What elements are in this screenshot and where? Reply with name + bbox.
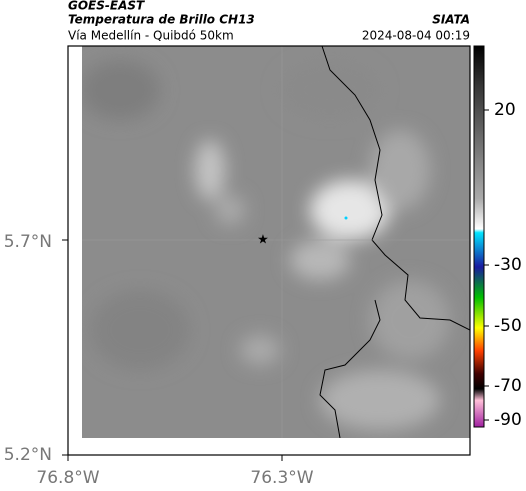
border xyxy=(321,46,470,331)
lat-label: 5.7°N xyxy=(4,232,52,252)
colorbar-ticks: 20 -30 -50 -70 -90 xyxy=(484,100,522,430)
agency: SIATA xyxy=(432,13,470,27)
product-title: Temperatura de Brillo CH13 xyxy=(68,13,255,27)
lon-label: 76.3°W xyxy=(250,468,313,488)
cold-pixel xyxy=(344,216,348,220)
location-marker: ★ xyxy=(257,233,269,248)
region: Vía Medellín - Quibdó 50km xyxy=(68,29,234,43)
timestamp: 2024-08-04 00:19 xyxy=(362,29,470,43)
colorbar-tick-label: -90 xyxy=(494,410,522,430)
map-border xyxy=(67,45,471,456)
colorbar-tick-label: -30 xyxy=(494,255,522,275)
colorbar-tick-label: 20 xyxy=(494,100,516,120)
lon-label: 76.8°W xyxy=(36,468,99,488)
satellite-name: GOES-EAST xyxy=(68,0,145,13)
lat-label: 5.2°N xyxy=(4,445,52,465)
border xyxy=(319,299,381,438)
colorbar-tick-label: -70 xyxy=(494,376,522,396)
colorbar-tick-label: -50 xyxy=(494,316,522,336)
satellite-image xyxy=(82,46,470,438)
colorbar xyxy=(473,45,485,428)
